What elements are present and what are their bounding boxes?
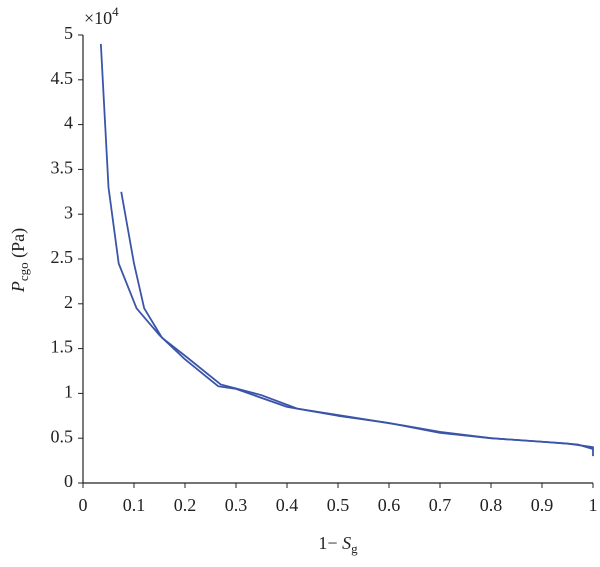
y-tick-label: 1.5	[51, 337, 74, 357]
y-tick-label: 5	[64, 23, 73, 43]
x-tick-label: 0.5	[327, 495, 350, 515]
y-tick-label: 0.5	[51, 426, 74, 446]
y-tick-label: 2	[64, 292, 73, 312]
x-tick-label: 0.4	[276, 495, 299, 515]
x-tick-label: 0.3	[225, 495, 248, 515]
line-series	[120, 191, 594, 450]
y-tick-label: 2.5	[51, 247, 74, 267]
x-tick-label: 0.1	[123, 495, 146, 515]
x-tick-label: 0.6	[378, 495, 401, 515]
y-tick-label: 4	[64, 113, 73, 133]
x-tick-label: 0.7	[429, 495, 452, 515]
y-tick-label: 0	[64, 471, 73, 491]
y-tick-label: 1	[64, 382, 73, 402]
y-tick-label: 3.5	[51, 158, 74, 178]
x-tick-label: 0.9	[531, 495, 554, 515]
x-label: 1− Sg	[318, 533, 358, 556]
y-label: Pcgo (Pa)	[8, 228, 31, 293]
x-tick-label: 0.2	[174, 495, 197, 515]
y-tick-label: 3	[64, 202, 73, 222]
y-tick-label: 4.5	[51, 68, 74, 88]
line-series	[99, 43, 594, 457]
x-tick-label: 0.8	[480, 495, 503, 515]
x-tick-label: 1	[589, 495, 598, 515]
x-tick-label: 0	[79, 495, 88, 515]
y-multiplier: ×104	[84, 4, 119, 28]
